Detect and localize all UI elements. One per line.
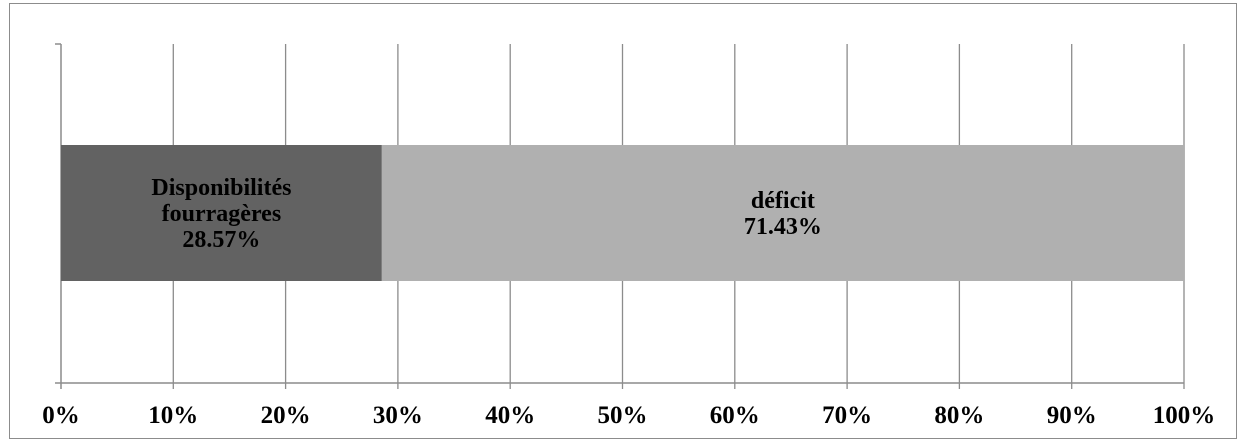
- data-label-disponibilites: Disponibilités fourragères 28.57%: [151, 175, 291, 253]
- data-label-line: 28.57%: [182, 227, 260, 253]
- x-tick-label: 30%: [373, 402, 423, 429]
- x-tick-label: 60%: [710, 402, 760, 429]
- x-tick-labels: 0% 10% 20% 30% 40% 50% 60% 70% 80% 90% 100%: [42, 402, 1215, 429]
- data-label-line: 71.43%: [744, 214, 822, 240]
- data-label-deficit: déficit 71.43%: [744, 188, 822, 240]
- x-tick-label: 0%: [42, 402, 80, 429]
- bar-segment-deficit: [381, 145, 1185, 281]
- bar-segments: [61, 145, 1185, 281]
- data-label-line: déficit: [751, 188, 815, 214]
- bar-segment-disponibilites: [61, 145, 382, 281]
- x-tick-label: 100%: [1153, 402, 1216, 429]
- x-tick-label: 50%: [598, 402, 648, 429]
- x-tick-label: 20%: [261, 402, 311, 429]
- x-tick-label: 40%: [485, 402, 535, 429]
- data-label-line: Disponibilités: [151, 175, 291, 201]
- data-label-line: fourragères: [162, 201, 282, 227]
- x-tick-label: 70%: [822, 402, 872, 429]
- x-tick-label: 90%: [1047, 402, 1097, 429]
- segment-labels: Disponibilités fourragères 28.57% déficit 71…: [151, 175, 822, 253]
- x-tick-label: 10%: [148, 402, 198, 429]
- x-tick-label: 80%: [934, 402, 984, 429]
